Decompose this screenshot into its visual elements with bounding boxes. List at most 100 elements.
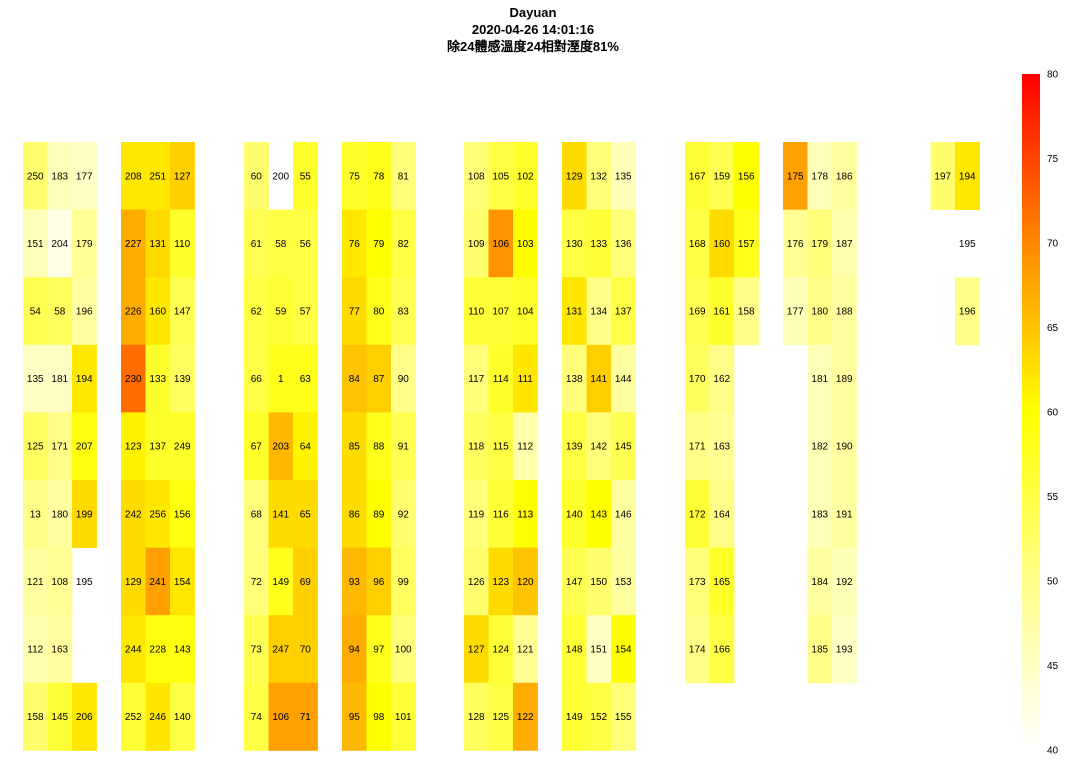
heatmap-cell bbox=[145, 547, 171, 616]
cell-label: 181 bbox=[51, 374, 68, 385]
heatmap-cell bbox=[121, 547, 146, 616]
heatmap-cell bbox=[685, 480, 710, 548]
cell-label: 189 bbox=[836, 374, 853, 385]
cell-label: 125 bbox=[492, 712, 509, 723]
heatmap-cell bbox=[586, 277, 612, 346]
heatmap-cell bbox=[807, 547, 833, 616]
heatmap-cell bbox=[145, 277, 171, 346]
cell-label: 67 bbox=[251, 442, 263, 453]
heatmap-cell bbox=[611, 412, 636, 481]
cell-label: 207 bbox=[76, 442, 93, 453]
cell-label: 13 bbox=[30, 509, 42, 520]
heatmap-cell bbox=[513, 209, 538, 278]
heatmap-cell bbox=[807, 142, 833, 210]
heatmap-cell bbox=[391, 344, 416, 413]
cell-label: 185 bbox=[811, 645, 828, 656]
cell-label: 78 bbox=[373, 171, 385, 182]
heatmap-cell bbox=[23, 615, 48, 684]
heatmap-cell bbox=[611, 277, 636, 346]
cell-label: 123 bbox=[125, 442, 142, 453]
cell-label: 101 bbox=[395, 712, 412, 723]
cell-label: 135 bbox=[615, 171, 632, 182]
colorbar-tick-label: 40 bbox=[1047, 746, 1059, 757]
cell-label: 136 bbox=[615, 239, 632, 250]
heatmap-cell bbox=[47, 412, 73, 481]
cell-label: 113 bbox=[517, 509, 533, 520]
cell-label: 125 bbox=[27, 442, 44, 453]
heatmap-cell bbox=[170, 209, 195, 278]
heatmap-cell bbox=[709, 209, 735, 278]
cell-label: 96 bbox=[373, 577, 385, 588]
heatmap-cell bbox=[244, 615, 269, 684]
cell-label: 180 bbox=[811, 307, 828, 318]
cell-label: 156 bbox=[738, 171, 755, 182]
colorbar-tick-label: 65 bbox=[1047, 323, 1059, 334]
heatmap-cell bbox=[47, 480, 73, 548]
cell-label: 149 bbox=[566, 712, 583, 723]
cell-label: 177 bbox=[76, 171, 93, 182]
heatmap-cell bbox=[685, 209, 710, 278]
heatmap-cell bbox=[145, 344, 171, 413]
cell-label: 138 bbox=[566, 374, 583, 385]
heatmap-cell bbox=[611, 480, 636, 548]
cell-label: 68 bbox=[251, 509, 263, 520]
heatmap-cell bbox=[783, 277, 808, 346]
cell-label: 139 bbox=[174, 374, 191, 385]
cell-label: 193 bbox=[836, 645, 853, 656]
heatmap-cell bbox=[611, 142, 636, 210]
cell-label: 86 bbox=[349, 509, 361, 520]
colorbar-tick-label: 55 bbox=[1047, 492, 1059, 503]
heatmap-cell bbox=[832, 480, 857, 548]
heatmap-cell bbox=[121, 344, 146, 413]
cell-label: 150 bbox=[590, 577, 607, 588]
heatmap-cell bbox=[562, 480, 587, 548]
cell-label: 174 bbox=[689, 645, 706, 656]
cell-label: 157 bbox=[738, 239, 755, 250]
heatmap-cell bbox=[268, 209, 294, 278]
heatmap-cell bbox=[121, 615, 146, 684]
heatmap-cell bbox=[72, 412, 97, 481]
heatmap-cell bbox=[170, 547, 195, 616]
heatmap-cell bbox=[268, 344, 294, 413]
cell-label: 58 bbox=[54, 307, 66, 318]
heatmap-cell bbox=[513, 412, 538, 481]
cell-label: 63 bbox=[300, 374, 312, 385]
cell-label: 60 bbox=[251, 171, 263, 182]
cell-label: 128 bbox=[468, 712, 485, 723]
cell-label: 81 bbox=[398, 171, 410, 182]
heatmap-cell bbox=[488, 209, 514, 278]
heatmap-cell bbox=[685, 547, 710, 616]
heatmap-cell bbox=[170, 682, 195, 751]
colorbar-tick-label: 80 bbox=[1047, 70, 1059, 81]
cell-label: 228 bbox=[149, 645, 166, 656]
cell-label: 155 bbox=[615, 712, 632, 723]
heatmap-cell bbox=[170, 480, 195, 548]
heatmap-cell bbox=[23, 412, 48, 481]
cell-label: 111 bbox=[518, 374, 534, 385]
heatmap-cell bbox=[832, 615, 857, 684]
cell-label: 74 bbox=[251, 712, 263, 723]
cell-label: 97 bbox=[373, 645, 385, 656]
cell-label: 71 bbox=[300, 712, 312, 723]
heatmap-cell bbox=[685, 615, 710, 684]
heatmap-cell bbox=[244, 547, 269, 616]
cell-label: 92 bbox=[398, 509, 410, 520]
heatmap-cell bbox=[47, 142, 73, 210]
cell-label: 139 bbox=[566, 442, 583, 453]
cell-label: 132 bbox=[590, 171, 607, 182]
cell-label: 195 bbox=[959, 239, 976, 250]
cell-label: 72 bbox=[251, 577, 263, 588]
heatmap-cell bbox=[685, 142, 710, 210]
cell-label: 194 bbox=[76, 374, 93, 385]
heatmap-cell bbox=[513, 142, 538, 210]
heatmap-cell bbox=[293, 344, 318, 413]
cell-label: 175 bbox=[787, 171, 804, 182]
cell-label: 195 bbox=[76, 577, 93, 588]
heatmap-cell bbox=[72, 277, 97, 346]
heatmap-cell bbox=[562, 547, 587, 616]
heatmap-cell bbox=[586, 682, 612, 751]
cell-label: 108 bbox=[51, 577, 68, 588]
cell-label: 181 bbox=[811, 374, 828, 385]
heatmap-cell bbox=[293, 682, 318, 751]
